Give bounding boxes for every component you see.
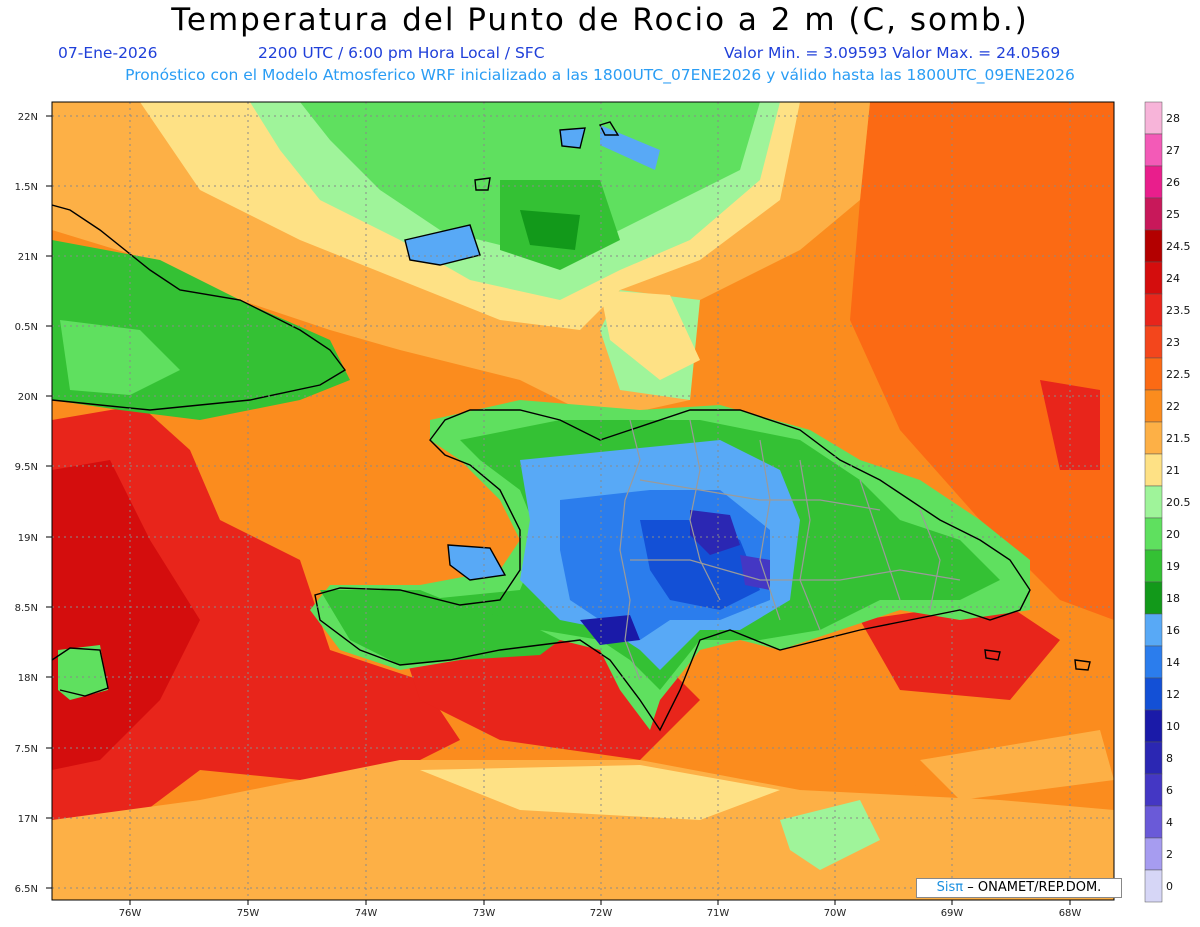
longitude-labels: 76W 75W 74W 73W 72W 71W 70W 69W 68W: [119, 908, 1082, 919]
colorbar-label: 21: [1166, 464, 1180, 477]
colorbar-swatch: [1144, 805, 1163, 839]
colorbar-swatch: [1144, 549, 1163, 583]
colorbar-label: 4: [1166, 816, 1173, 829]
lon-label: 69W: [941, 908, 964, 919]
longitude-ticks: [129, 900, 1071, 905]
lat-lon-grid: [52, 102, 1114, 900]
colorbar-swatch: [1144, 581, 1163, 615]
colorbar-swatch: [1144, 709, 1163, 743]
colorbar-label: 28: [1166, 112, 1180, 125]
colorbar-label: 23.5: [1166, 304, 1191, 317]
lon-label: 76W: [119, 908, 142, 919]
colorbar-swatch: [1144, 421, 1163, 455]
credit-box: Sisπ – ONAMET/REP.DOM.: [916, 878, 1122, 898]
colorbar-swatch: [1144, 485, 1163, 519]
lon-label: 71W: [707, 908, 730, 919]
colorbar-swatch: [1144, 645, 1163, 679]
lat-label: 1.5N: [15, 182, 38, 193]
colorbar-swatch: [1144, 133, 1163, 167]
colorbar-label: 2: [1166, 848, 1173, 861]
latitude-ticks: [46, 115, 52, 889]
lon-label: 70W: [824, 908, 847, 919]
colorbar-swatch: [1144, 837, 1163, 871]
colorbar-label: 19: [1166, 560, 1180, 573]
colorbar-label: 27: [1166, 144, 1180, 157]
coastlines: [52, 121, 1091, 732]
colorbar-label: 12: [1166, 688, 1180, 701]
map-title: Temperatura del Punto de Rocio a 2 m (C,…: [171, 2, 1029, 38]
colorbar-label: 20: [1166, 528, 1180, 541]
colorbar-swatch: [1144, 741, 1163, 775]
lon-label: 75W: [237, 908, 260, 919]
colorbar-swatch: [1144, 101, 1163, 135]
min-max-values: Valor Min. = 3.09593 Valor Max. = 24.056…: [724, 44, 1061, 62]
lat-label: 9.5N: [15, 462, 38, 473]
colorbar-label: 16: [1166, 624, 1180, 637]
lat-label: 7.5N: [15, 744, 38, 755]
colorbar-label: 22.5: [1166, 368, 1191, 381]
model-description: Pronóstico con el Modelo Atmosferico WRF…: [125, 66, 1075, 84]
colorbar-label: 23: [1166, 336, 1180, 349]
colorbar-label: 20.5: [1166, 496, 1191, 509]
colorbar-label: 24.5: [1166, 240, 1191, 253]
colorbar-label: 24: [1166, 272, 1180, 285]
colorbar-swatch: [1144, 773, 1163, 807]
lat-label: 19N: [18, 533, 38, 544]
colorbar-swatch: [1144, 261, 1163, 295]
colorbar-label: 6: [1166, 784, 1173, 797]
colorbar-label: 0: [1166, 880, 1173, 893]
colorbar-label: 21.5: [1166, 432, 1191, 445]
colorbar-swatch: [1144, 869, 1163, 903]
latitude-labels: 22N 1.5N 21N 0.5N 20N 9.5N 19N 8.5N 18N …: [15, 112, 38, 895]
colorbar-swatch: [1144, 229, 1163, 263]
lon-label: 74W: [355, 908, 378, 919]
lat-label: 8.5N: [15, 603, 38, 614]
colorbar-swatch: [1144, 517, 1163, 551]
lat-label: 0.5N: [15, 322, 38, 333]
colorbar-swatch: [1144, 613, 1163, 647]
credit-text: – ONAMET/REP.DOM.: [967, 880, 1102, 895]
province-borders: [619, 419, 961, 681]
colorbar-swatch: [1144, 453, 1163, 487]
colorbar-swatch: [1144, 165, 1163, 199]
lat-label: 18N: [18, 673, 38, 684]
colorbar-label: 8: [1166, 752, 1173, 765]
colorbar-swatch: [1144, 677, 1163, 711]
colorbar-label: 26: [1166, 176, 1180, 189]
plot-frame: [51, 101, 1115, 901]
colorbar-label: 25: [1166, 208, 1180, 221]
lat-label: 20N: [18, 392, 38, 403]
brand-logo: Sisπ: [936, 880, 964, 895]
lon-label: 72W: [590, 908, 613, 919]
colorbar-label: 22: [1166, 400, 1180, 413]
lat-label: 21N: [18, 252, 38, 263]
lat-label: 6.5N: [15, 884, 38, 895]
colorbar-label: 18: [1166, 592, 1180, 605]
colorbar-swatch: [1144, 389, 1163, 423]
colorbar-swatch: [1144, 197, 1163, 231]
colorbar-swatch: [1144, 325, 1163, 359]
colorbar-swatch: [1144, 293, 1163, 327]
colorbar-label: 10: [1166, 720, 1180, 733]
colorbar-swatch: [1144, 357, 1163, 391]
colorbar-label: 14: [1166, 656, 1180, 669]
forecast-time: 2200 UTC / 6:00 pm Hora Local / SFC: [258, 44, 545, 62]
lon-label: 68W: [1059, 908, 1082, 919]
lat-label: 22N: [18, 112, 38, 123]
dewpoint-field: [52, 102, 1114, 900]
forecast-date: 07-Ene-2026: [58, 44, 158, 62]
lon-label: 73W: [473, 908, 496, 919]
colorbar: 2827262524.52423.52322.52221.52120.52019…: [1144, 101, 1191, 903]
lat-label: 17N: [18, 814, 38, 825]
